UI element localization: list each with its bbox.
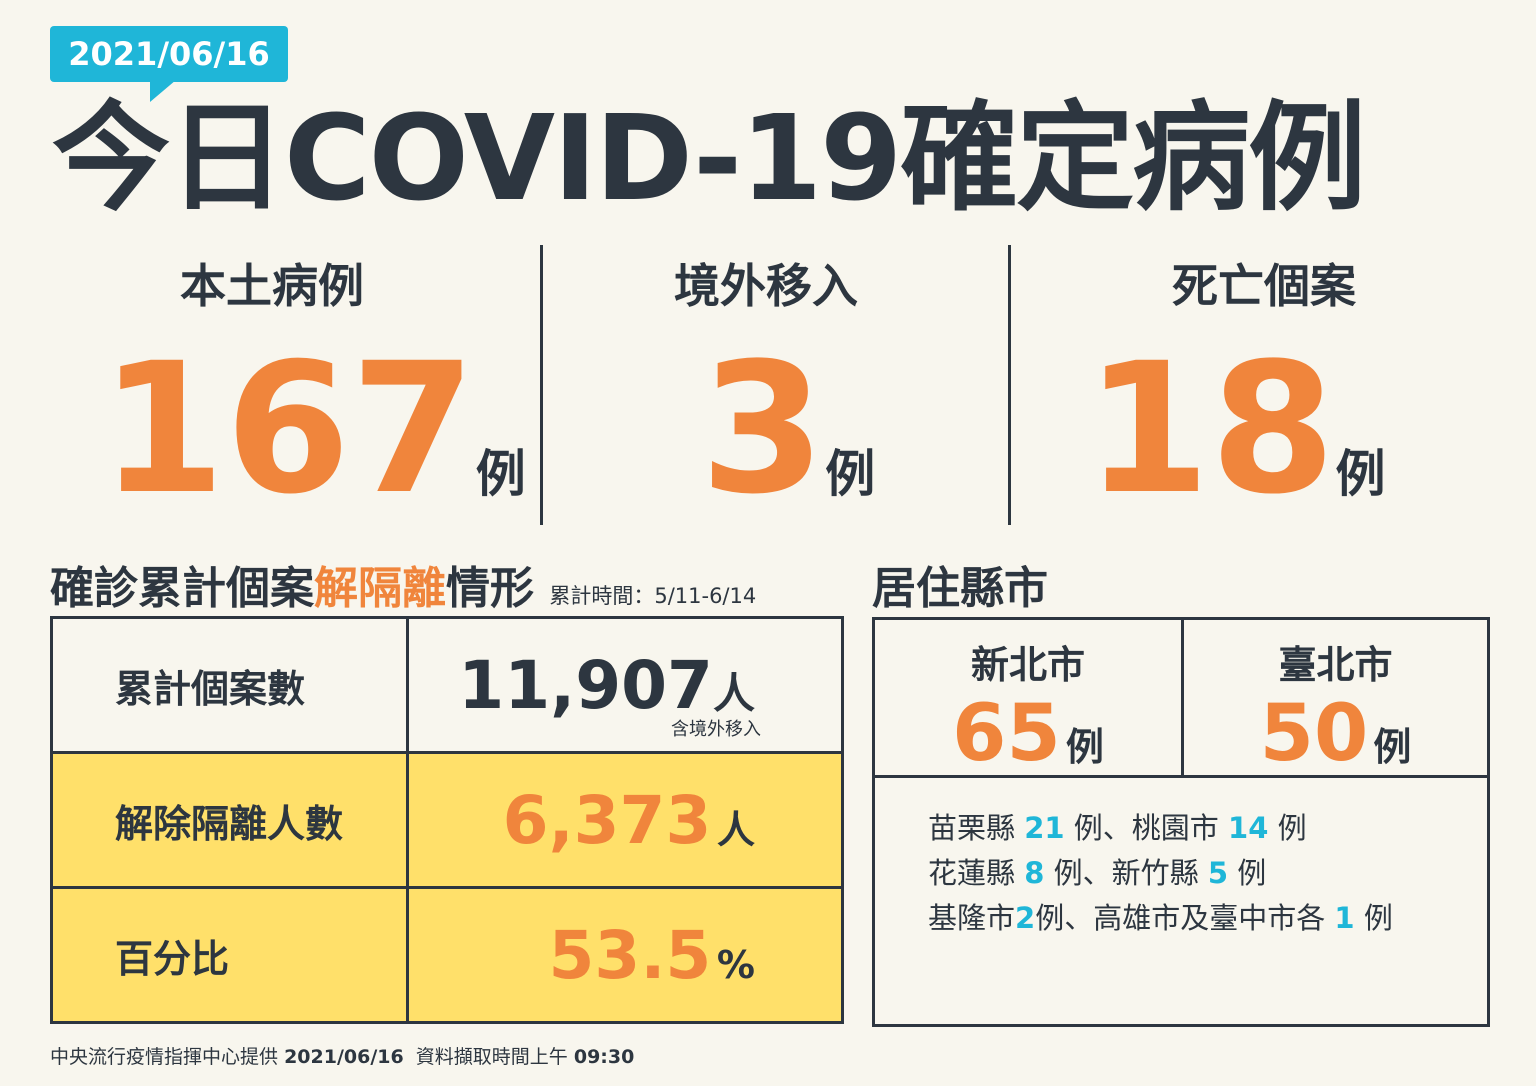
stat-deaths: 18例 [1085, 330, 1386, 574]
city-text: 例 [1354, 901, 1393, 935]
list-item: 苗栗縣 21 例、桃園市 14 例 [928, 806, 1393, 851]
cities-box: 新北市 65 例 臺北市 50 例 [872, 617, 1490, 1027]
cities-section-title: 居住縣市 [872, 563, 1048, 614]
city-text: 苗栗縣 [928, 811, 1025, 845]
stat-unit: 例 [475, 445, 526, 503]
footer-source: 中央流行疫情指揮中心提供 [50, 1046, 279, 1068]
value-note: 含境外移入 [671, 719, 761, 740]
city-text: 基隆市 [928, 901, 1016, 935]
city-name: 新北市 [970, 643, 1085, 687]
period-note: 累計時間：5/11-6/14 [549, 584, 757, 608]
title-highlight: 解隔離 [314, 563, 446, 614]
city-text: 例、高雄市及臺中市各 [1035, 901, 1335, 935]
stat-unit: 例 [1335, 445, 1386, 503]
stat-value: 3 [700, 325, 826, 534]
case-count: 1 [1334, 901, 1355, 935]
page-title: 今日COVID-19確定病例 [52, 89, 1366, 227]
title-part: 情形 [446, 563, 534, 614]
row-label: 解除隔離人數 [50, 751, 409, 889]
date-badge: 2021/06/16 [50, 26, 288, 82]
unit: % [716, 942, 755, 987]
value: 11,907 [458, 646, 713, 724]
footer: 中央流行疫情指揮中心提供 2021/06/16 資料擷取時間上午 09:30 [50, 1042, 634, 1069]
date-badge-tail [150, 80, 176, 102]
title-part: 確診累計個案 [50, 563, 314, 614]
value: 53.5 [548, 916, 712, 994]
case-count: 5 [1207, 856, 1229, 890]
case-count: 14 [1228, 811, 1269, 845]
row-label: 累計個案數 [50, 616, 409, 754]
stat-label-deaths: 死亡個案 [1172, 259, 1356, 313]
stat-imported: 3例 [700, 330, 875, 574]
stat-label-imported: 境外移入 [674, 259, 858, 313]
divider [540, 245, 543, 525]
list-item: 基隆市2例、高雄市及臺中市各 1 例 [928, 896, 1393, 941]
city-value: 50 [1259, 689, 1369, 779]
unit: 人 [716, 807, 755, 852]
city-taipei: 臺北市 50 例 [1184, 620, 1487, 779]
stat-value: 18 [1085, 325, 1336, 534]
city-new-taipei: 新北市 65 例 [875, 620, 1184, 779]
table-row: 累計個案數 11,907人 含境外移入 [50, 616, 844, 754]
city-text: 例 [1268, 811, 1307, 845]
recovery-table: 累計個案數 11,907人 含境外移入 解除隔離人數 6,373 人 百分比 5… [50, 616, 844, 1024]
table-row: 百分比 53.5 % [50, 886, 844, 1024]
recovery-section-title: 確診累計個案解隔離情形 累計時間：5/11-6/14 [50, 552, 756, 616]
row-value: 6,373 人 [406, 751, 844, 889]
stat-unit: 例 [825, 445, 876, 503]
row-value: 53.5 % [406, 886, 844, 1024]
stat-local: 167例 [100, 330, 526, 574]
unit: 人 [712, 668, 755, 718]
city-text: 例、桃園市 [1064, 811, 1229, 845]
footer-date: 2021/06/16 [284, 1046, 404, 1068]
row-label: 百分比 [50, 886, 409, 1024]
stat-value: 167 [100, 325, 476, 534]
row-value: 11,907人 含境外移入 [406, 616, 844, 754]
city-value: 65 [952, 689, 1061, 779]
city-text: 例 [1228, 856, 1267, 890]
case-count: 21 [1024, 811, 1065, 845]
city-name: 臺北市 [1278, 643, 1393, 687]
list-item: 花蓮縣 8 例、新竹縣 5 例 [928, 851, 1393, 896]
city-unit: 例 [1373, 725, 1412, 769]
table-row: 解除隔離人數 6,373 人 [50, 751, 844, 889]
value: 6,373 [502, 781, 712, 859]
footer-time: 09:30 [573, 1046, 635, 1068]
footer-time-label: 資料擷取時間上午 [415, 1046, 568, 1068]
city-text: 例、新竹縣 [1044, 856, 1208, 890]
other-cities-list: 苗栗縣 21 例、桃園市 14 例花蓮縣 8 例、新竹縣 5 例基隆市2例、高雄… [928, 806, 1393, 941]
case-count: 2 [1015, 901, 1036, 935]
city-unit: 例 [1065, 725, 1104, 769]
case-count: 8 [1024, 856, 1045, 890]
city-text: 花蓮縣 [928, 856, 1025, 890]
divider [1008, 245, 1011, 525]
stat-label-local: 本土病例 [180, 259, 364, 313]
